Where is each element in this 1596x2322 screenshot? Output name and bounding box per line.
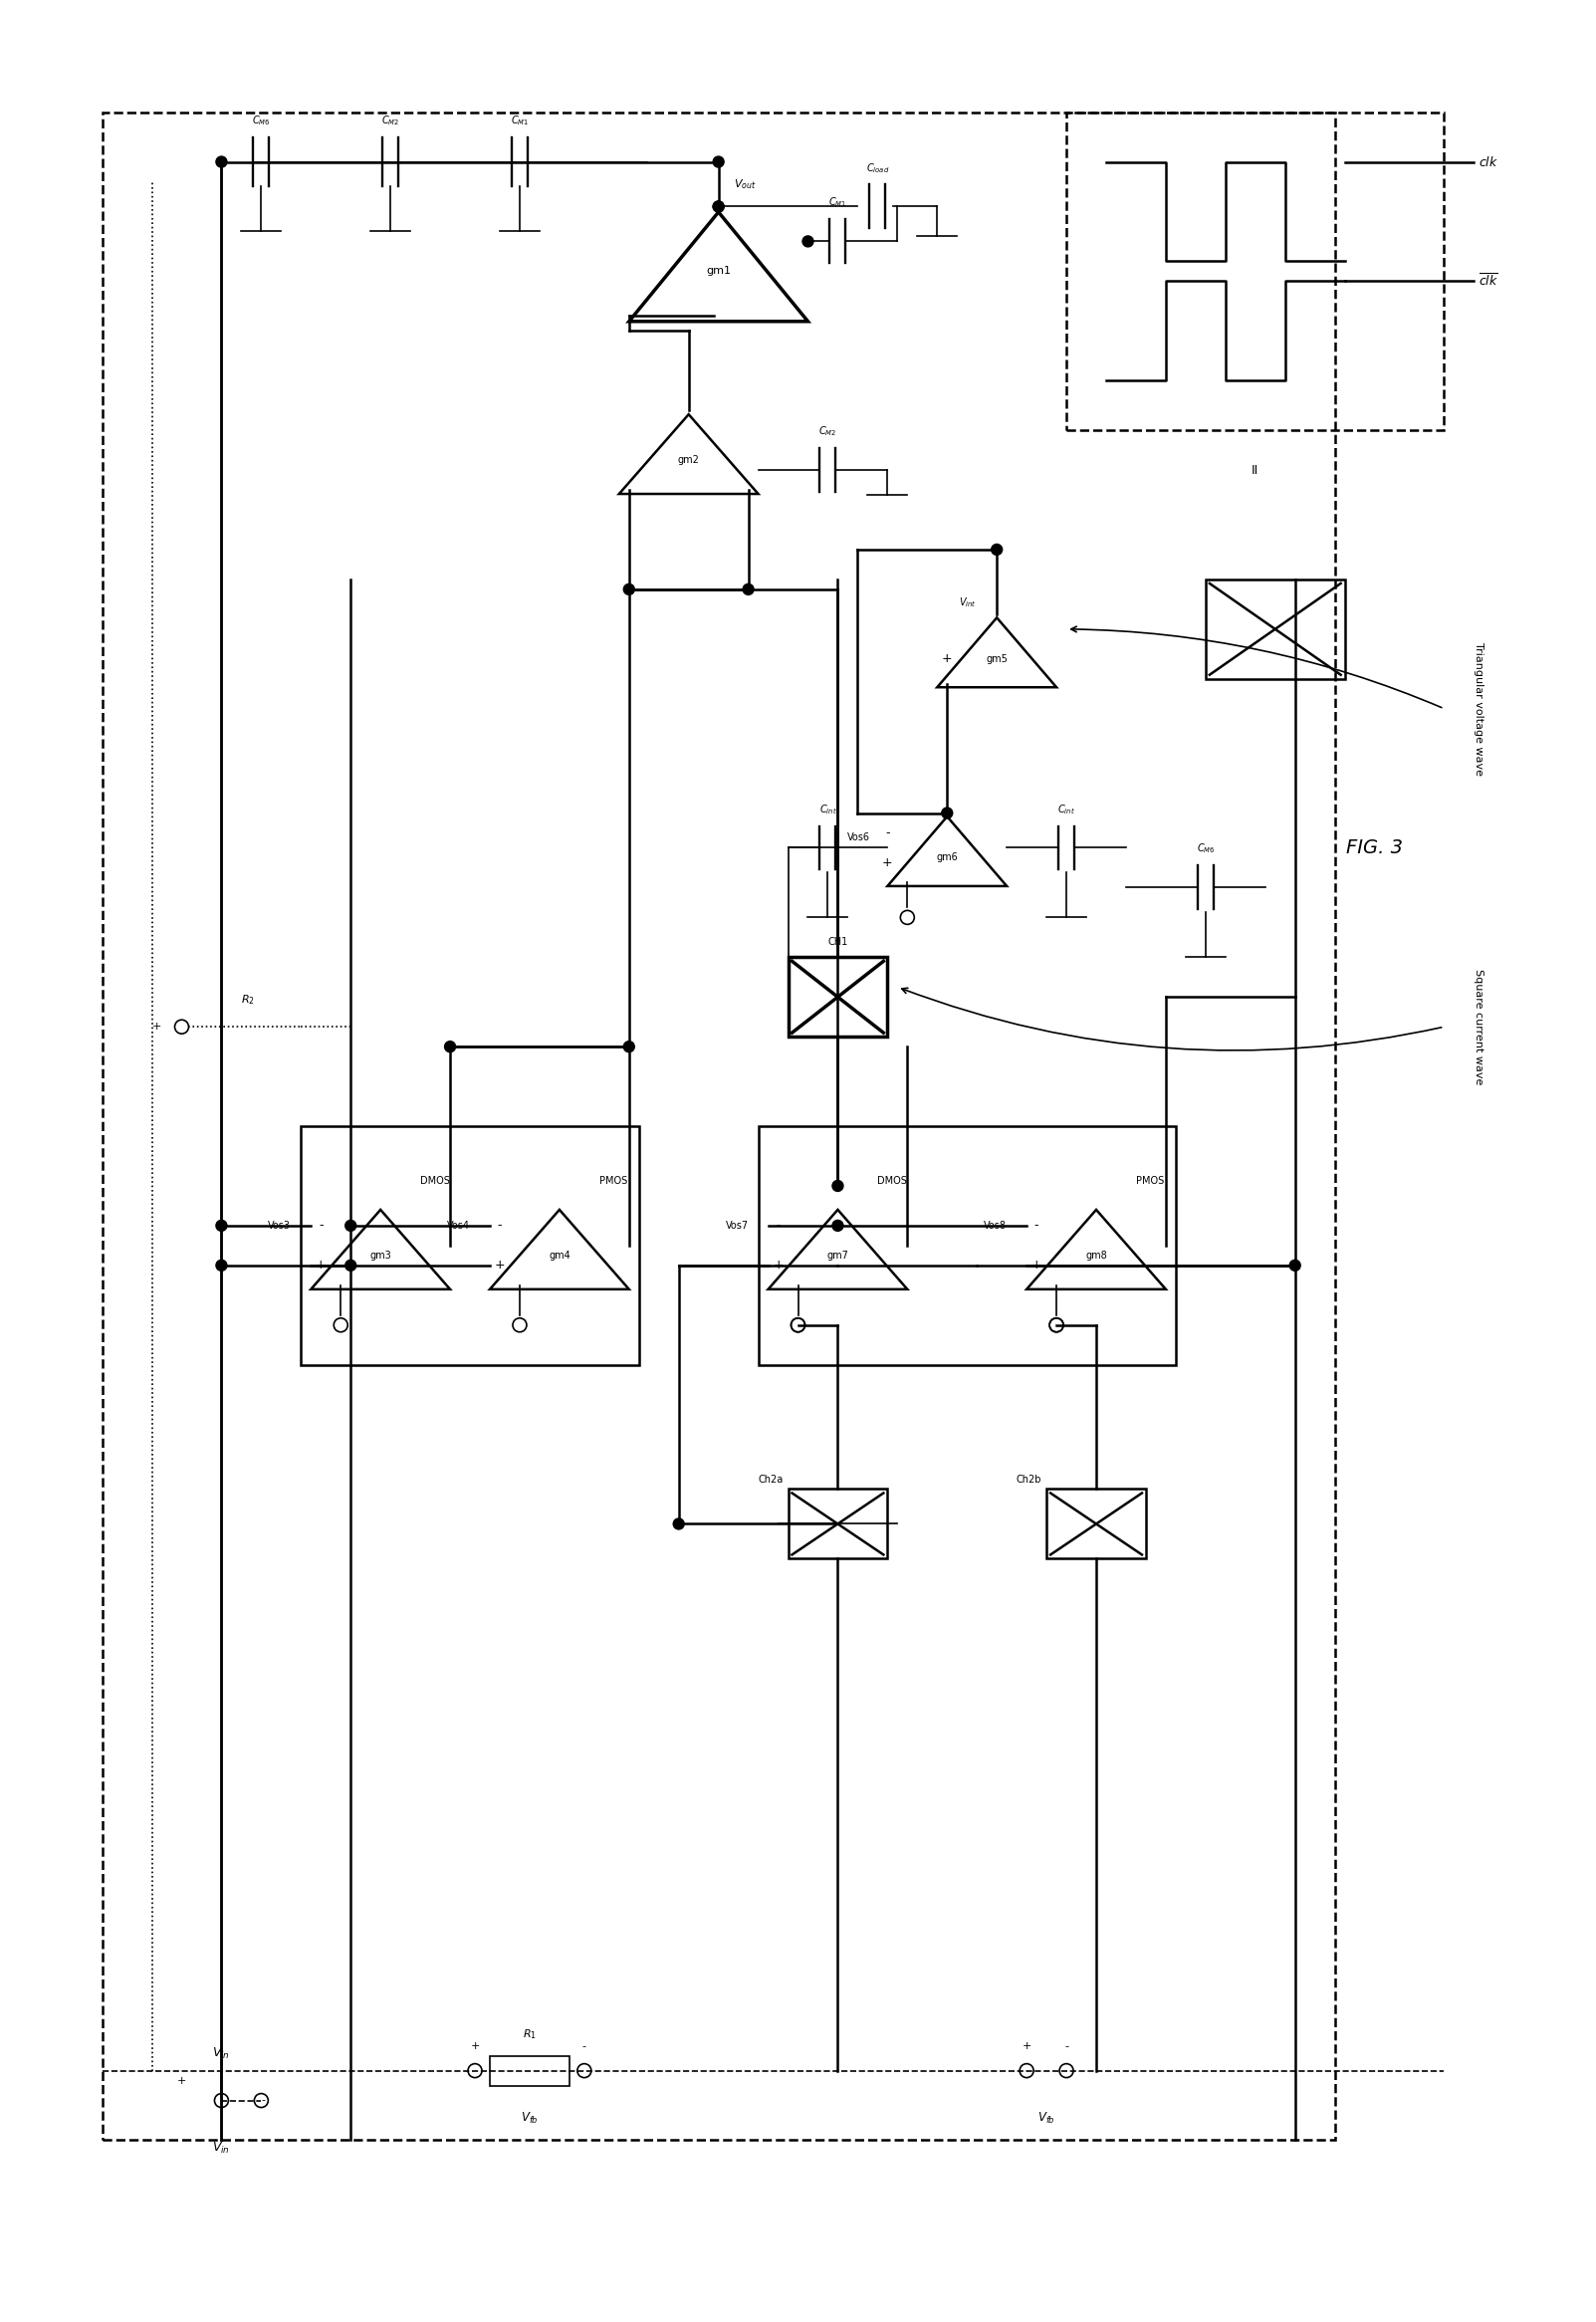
- Circle shape: [215, 1219, 227, 1231]
- Bar: [1047, 1488, 1146, 1558]
- Text: -: -: [498, 1219, 503, 1233]
- Text: $V_{fb}$: $V_{fb}$: [520, 2111, 538, 2125]
- Text: $V_{in}$: $V_{in}$: [212, 2141, 230, 2155]
- Circle shape: [345, 1261, 356, 1270]
- Text: $V_{int}$: $V_{int}$: [959, 594, 977, 608]
- Text: $C_{M6}$: $C_{M6}$: [252, 114, 270, 128]
- Bar: [490, 2055, 570, 2085]
- Circle shape: [445, 1040, 455, 1052]
- Text: +: +: [1031, 1259, 1042, 1272]
- Text: +: +: [471, 2041, 480, 2050]
- Text: gm8: gm8: [1085, 1252, 1108, 1261]
- Text: FIG. 3: FIG. 3: [1345, 838, 1403, 857]
- Text: -: -: [262, 2094, 265, 2106]
- Text: gm2: gm2: [678, 455, 699, 464]
- Text: $C_{M2}$: $C_{M2}$: [381, 114, 399, 128]
- Circle shape: [624, 583, 635, 594]
- Text: $V_{out}$: $V_{out}$: [734, 179, 757, 193]
- Circle shape: [345, 1219, 356, 1231]
- Text: $V_{fb}$: $V_{fb}$: [1037, 2111, 1055, 2125]
- Text: Vos8: Vos8: [983, 1221, 1007, 1231]
- Text: Vos6: Vos6: [847, 834, 870, 843]
- Text: $C_{M6}$: $C_{M6}$: [1197, 843, 1215, 857]
- Bar: [788, 957, 887, 1036]
- Text: $V_{in}$: $V_{in}$: [212, 2046, 230, 2060]
- Text: gm7: gm7: [827, 1252, 849, 1261]
- Text: $R_1$: $R_1$: [522, 2027, 536, 2041]
- Text: gm5: gm5: [986, 655, 1007, 664]
- Circle shape: [624, 1040, 635, 1052]
- Circle shape: [991, 543, 1002, 555]
- Text: $\overline{clk}$: $\overline{clk}$: [1479, 274, 1499, 290]
- Text: +: +: [883, 857, 892, 868]
- Circle shape: [713, 202, 725, 211]
- Text: DMOS: DMOS: [420, 1175, 450, 1187]
- Text: II: II: [1251, 464, 1259, 476]
- Text: +: +: [153, 1022, 161, 1031]
- Circle shape: [942, 808, 953, 817]
- Text: $C_{M1}$: $C_{M1}$: [511, 114, 528, 128]
- Text: $C_{load}$: $C_{load}$: [867, 160, 889, 174]
- Circle shape: [742, 583, 753, 594]
- Text: $C_{int}$: $C_{int}$: [1058, 803, 1076, 815]
- Text: -: -: [1034, 1219, 1039, 1233]
- Text: -: -: [583, 2041, 586, 2050]
- Text: Vos7: Vos7: [725, 1221, 749, 1231]
- Text: +: +: [772, 1259, 784, 1272]
- Circle shape: [215, 1261, 227, 1270]
- Text: $C_{M2}$: $C_{M2}$: [819, 425, 836, 439]
- Text: +: +: [177, 2076, 187, 2085]
- Text: -: -: [886, 827, 889, 838]
- Bar: [1205, 580, 1345, 678]
- Text: $C_{int}$: $C_{int}$: [819, 803, 836, 815]
- Text: gm3: gm3: [370, 1252, 391, 1261]
- Circle shape: [674, 1519, 685, 1530]
- Text: DMOS: DMOS: [878, 1175, 907, 1187]
- Text: -: -: [319, 1219, 322, 1233]
- Circle shape: [1290, 1261, 1301, 1270]
- Circle shape: [713, 202, 725, 211]
- Text: Square current wave: Square current wave: [1475, 968, 1484, 1084]
- Circle shape: [803, 237, 814, 246]
- Text: +: +: [942, 652, 953, 666]
- Circle shape: [713, 156, 725, 167]
- Text: gm4: gm4: [549, 1252, 570, 1261]
- Text: Vos4: Vos4: [447, 1221, 469, 1231]
- Text: PMOS: PMOS: [598, 1175, 627, 1187]
- Text: gm6: gm6: [937, 852, 958, 864]
- Text: $clk$: $clk$: [1479, 156, 1499, 170]
- Circle shape: [832, 1219, 843, 1231]
- Text: +: +: [316, 1259, 326, 1272]
- Text: +: +: [495, 1259, 504, 1272]
- Circle shape: [832, 1180, 843, 1191]
- Bar: [758, 1126, 1176, 1365]
- Text: -: -: [776, 1219, 780, 1233]
- Bar: [302, 1126, 638, 1365]
- Bar: [788, 1488, 887, 1558]
- Text: $R_2$: $R_2$: [241, 994, 255, 1008]
- Text: Ch2b: Ch2b: [1017, 1474, 1042, 1484]
- Text: PMOS: PMOS: [1136, 1175, 1163, 1187]
- Text: Triangular voltage wave: Triangular voltage wave: [1475, 641, 1484, 776]
- Text: -: -: [1065, 2041, 1068, 2050]
- Text: Ch2a: Ch2a: [758, 1474, 784, 1484]
- Circle shape: [215, 156, 227, 167]
- Text: $C_{M1}$: $C_{M1}$: [828, 195, 847, 209]
- Text: Vos3: Vos3: [268, 1221, 290, 1231]
- Text: CH1: CH1: [828, 938, 847, 947]
- Text: +: +: [1021, 2041, 1031, 2050]
- Text: gm1: gm1: [705, 267, 731, 276]
